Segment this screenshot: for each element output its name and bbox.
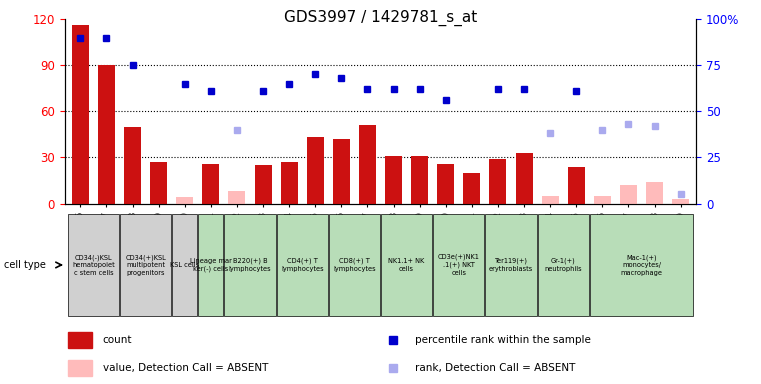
Bar (385, 156, 402, 204)
Bar (672, 199, 689, 204)
Text: rank, Detection Call = ABSENT: rank, Detection Call = ABSENT (416, 363, 575, 373)
Bar (438, 164, 454, 204)
Bar (646, 182, 663, 204)
FancyBboxPatch shape (329, 214, 380, 316)
FancyBboxPatch shape (590, 214, 693, 316)
Bar (177, 197, 193, 204)
Bar (68, 359, 92, 376)
Text: count: count (103, 335, 132, 345)
Bar (489, 159, 506, 204)
FancyBboxPatch shape (276, 214, 328, 316)
FancyBboxPatch shape (172, 214, 197, 316)
Bar (68, 332, 92, 348)
Bar (515, 153, 533, 204)
Text: Ter119(+)
erythroblasts: Ter119(+) erythroblasts (489, 258, 533, 272)
FancyBboxPatch shape (486, 214, 537, 316)
FancyBboxPatch shape (199, 214, 224, 316)
FancyBboxPatch shape (68, 214, 119, 316)
Bar (307, 137, 323, 204)
Bar (333, 139, 350, 204)
Bar (463, 173, 480, 204)
Text: B220(+) B
lymphocytes: B220(+) B lymphocytes (229, 258, 272, 272)
Text: KSL cells: KSL cells (170, 262, 199, 268)
Bar (228, 191, 246, 204)
Text: value, Detection Call = ABSENT: value, Detection Call = ABSENT (103, 363, 268, 373)
Text: Lineage mar
ker(-) cells: Lineage mar ker(-) cells (190, 258, 232, 272)
Bar (150, 162, 167, 204)
Text: CD8(+) T
lymphocytes: CD8(+) T lymphocytes (333, 258, 376, 272)
Bar (359, 125, 376, 204)
Text: CD3e(+)NK1
.1(+) NKT
cells: CD3e(+)NK1 .1(+) NKT cells (438, 254, 479, 276)
Text: Mac-1(+)
monocytes/
macrophage: Mac-1(+) monocytes/ macrophage (620, 254, 663, 276)
Text: GDS3997 / 1429781_s_at: GDS3997 / 1429781_s_at (284, 10, 477, 26)
Text: NK1.1+ NK
cells: NK1.1+ NK cells (388, 258, 425, 272)
Bar (620, 185, 637, 204)
Bar (281, 162, 298, 204)
Bar (594, 196, 611, 204)
Text: percentile rank within the sample: percentile rank within the sample (416, 335, 591, 345)
FancyBboxPatch shape (120, 214, 171, 316)
Text: CD34(+)KSL
multipotent
progenitors: CD34(+)KSL multipotent progenitors (126, 254, 166, 276)
FancyBboxPatch shape (537, 214, 589, 316)
Text: CD4(+) T
lymphocytes: CD4(+) T lymphocytes (281, 258, 323, 272)
Bar (98, 65, 115, 204)
Text: cell type: cell type (4, 260, 46, 270)
Bar (568, 167, 584, 204)
FancyBboxPatch shape (433, 214, 485, 316)
Bar (411, 156, 428, 204)
Bar (72, 25, 89, 204)
Bar (124, 127, 141, 204)
FancyBboxPatch shape (224, 214, 275, 316)
Bar (255, 165, 272, 204)
FancyBboxPatch shape (381, 214, 432, 316)
Bar (542, 196, 559, 204)
Bar (202, 164, 219, 204)
Text: Gr-1(+)
neutrophils: Gr-1(+) neutrophils (544, 258, 582, 272)
Text: CD34(-)KSL
hematopoiet
c stem cells: CD34(-)KSL hematopoiet c stem cells (72, 254, 115, 276)
